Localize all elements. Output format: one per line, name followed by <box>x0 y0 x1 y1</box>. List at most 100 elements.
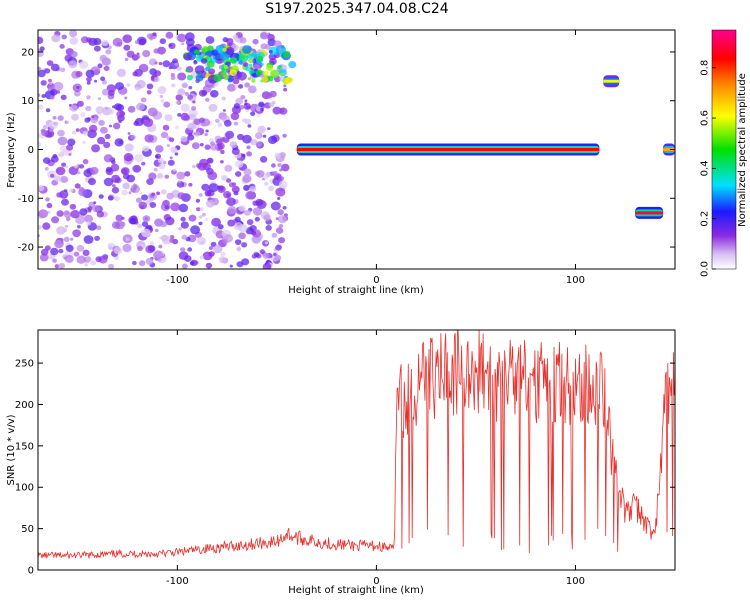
snr-y-tick-label: 0 <box>28 566 34 577</box>
heatmap-cell <box>50 173 55 178</box>
heatmap-cell <box>245 190 255 200</box>
heatmap-cell <box>172 168 177 172</box>
heatmap-cell <box>162 60 171 68</box>
heatmap-cell <box>58 262 65 269</box>
heatmap-cell <box>195 198 200 203</box>
heatmap-cell <box>49 128 53 132</box>
heatmap-cell <box>222 37 229 43</box>
heatmap-cell <box>132 164 142 173</box>
heatmap-cell <box>76 244 85 252</box>
heatmap-cell <box>93 69 101 75</box>
heatmap-cell <box>146 178 154 186</box>
heatmap-cell <box>141 228 151 238</box>
heatmap-cell <box>70 210 80 219</box>
heatmap-cell <box>124 96 128 100</box>
heatmap-cell <box>61 176 69 183</box>
heatmap-cell <box>234 160 244 168</box>
heatmap-cell <box>234 239 242 246</box>
snr-frame <box>37 329 676 571</box>
heatmap-cell <box>237 133 244 141</box>
heatmap-cell <box>53 81 64 91</box>
heatmap-cell <box>250 111 256 116</box>
heatmap-cell <box>165 31 174 39</box>
heatmap-cell <box>38 209 48 219</box>
heatmap-cell <box>50 89 58 96</box>
heatmap-cell <box>283 87 288 92</box>
colorbar-tick-label: 0.2 <box>700 211 711 227</box>
heatmap-cell <box>196 207 201 212</box>
heatmap-cell <box>267 33 275 41</box>
heatmap-cell <box>108 263 115 269</box>
heatmap-cell <box>77 171 81 175</box>
colorbar-label: Normalized spectral amplitude <box>737 73 748 227</box>
heatmap-cell <box>94 79 98 83</box>
heatmap-cell <box>254 216 260 222</box>
heatmap-cell <box>164 174 170 179</box>
heatmap-cell <box>42 222 51 230</box>
spectrogram-x-tick-label: 100 <box>566 275 585 286</box>
heatmap-cell <box>271 232 278 238</box>
heatmap-cell <box>38 66 42 71</box>
heatmap-cell <box>249 186 257 193</box>
heatmap-cell <box>208 103 218 112</box>
heatmap-cell <box>118 119 122 124</box>
heatmap-cell <box>194 131 201 137</box>
heatmap-cell <box>101 79 107 85</box>
heatmap-cell <box>69 188 74 193</box>
heatmap-cell <box>238 60 243 65</box>
heatmap-cell <box>222 47 227 52</box>
heatmap-cell <box>230 112 240 121</box>
heatmap-cell <box>206 199 215 208</box>
heatmap-cell <box>177 33 187 43</box>
heatmap-cell <box>153 48 160 54</box>
heatmap-cell <box>175 94 183 101</box>
heatmap-cell <box>222 51 226 55</box>
heatmap-cell <box>204 190 212 197</box>
heatmap-cell <box>232 77 240 85</box>
heatmap-cell <box>50 155 59 163</box>
heatmap-cell <box>135 197 142 203</box>
heatmap-cell <box>187 122 196 131</box>
heatmap-cell <box>169 238 175 244</box>
heatmap-cell <box>263 70 269 76</box>
heatmap-cell <box>47 88 52 92</box>
heatmap-cell <box>55 166 66 176</box>
heatmap-cell <box>188 182 193 187</box>
heatmap-cell <box>156 191 161 196</box>
heatmap-cell <box>256 170 265 178</box>
heatmap-feature-end-line <box>663 143 675 156</box>
heatmap-cell <box>75 71 83 78</box>
heatmap-cell <box>223 74 230 81</box>
heatmap-cell <box>227 206 237 215</box>
heatmap-cell <box>235 97 244 105</box>
heatmap-cell <box>278 180 288 189</box>
heatmap-cell <box>263 175 268 180</box>
heatmap-cell <box>57 129 65 137</box>
heatmap-cell <box>138 201 148 210</box>
heatmap-cell <box>211 217 222 227</box>
heatmap-cell <box>258 101 265 108</box>
snr-y-tick-label: 100 <box>15 483 34 494</box>
heatmap-cell <box>75 128 80 132</box>
heatmap-cell <box>112 105 116 109</box>
heatmap-cell <box>279 107 288 115</box>
heatmap-cell <box>190 225 201 235</box>
heatmap-cell <box>98 119 105 126</box>
heatmap-cell <box>188 113 197 121</box>
heatmap-cell <box>239 37 247 44</box>
heatmap-cell <box>256 200 267 209</box>
heatmap-cell <box>127 132 131 135</box>
colorbar-gradient <box>712 30 736 269</box>
heatmap-cell <box>154 70 162 77</box>
heatmap-cell <box>156 173 164 179</box>
heatmap-cell <box>95 256 102 263</box>
colorbar-tick-label: 0.0 <box>700 261 711 277</box>
heatmap-line-core <box>663 148 675 151</box>
heatmap-cell <box>252 58 257 64</box>
heatmap-cell <box>73 251 80 257</box>
snr-y-tick-label: 50 <box>21 524 34 535</box>
heatmap-cell <box>139 191 143 195</box>
heatmap-cell <box>175 100 180 105</box>
heatmap-cell <box>113 246 123 255</box>
heatmap-cell <box>199 207 204 212</box>
